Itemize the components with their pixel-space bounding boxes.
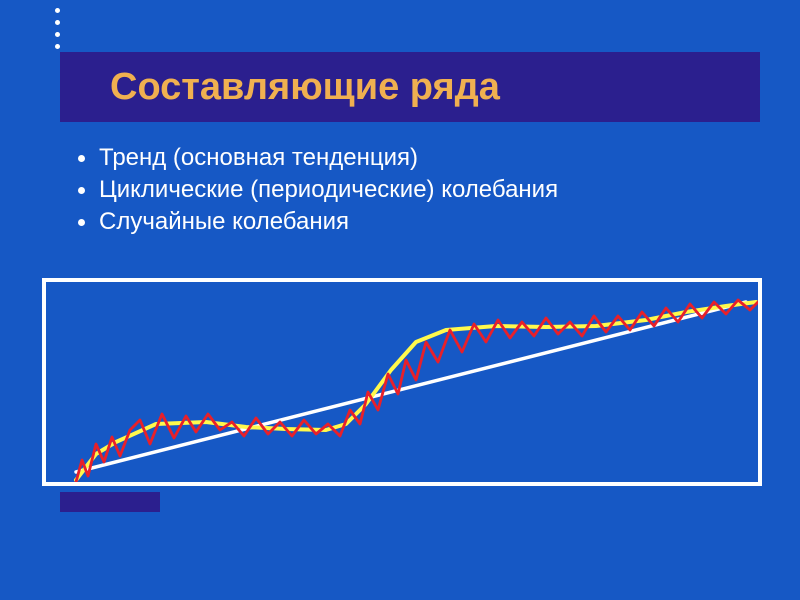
chart-svg [46,282,758,482]
bullet-dot-icon [78,219,85,226]
bullet-dot-icon [78,187,85,194]
trend-line [76,302,746,472]
bullet-text: Тренд (основная тенденция) [99,144,418,172]
bullet-item: Циклические (периодические) колебания [78,176,558,204]
chart-frame [42,278,762,486]
slide-title: Составляющие ряда [110,66,500,109]
bullet-text: Случайные колебания [99,208,349,236]
noisy-line [76,300,758,482]
bullet-dot-icon [78,155,85,162]
bullet-text: Циклические (периодические) колебания [99,176,558,204]
title-bar: Составляющие ряда [60,52,760,122]
bullet-list: Тренд (основная тенденция) Циклические (п… [78,144,558,240]
bottom-accent-bar [60,492,160,512]
bullet-item: Случайные колебания [78,208,558,236]
cyclic-line [76,302,756,480]
bullet-item: Тренд (основная тенденция) [78,144,558,172]
